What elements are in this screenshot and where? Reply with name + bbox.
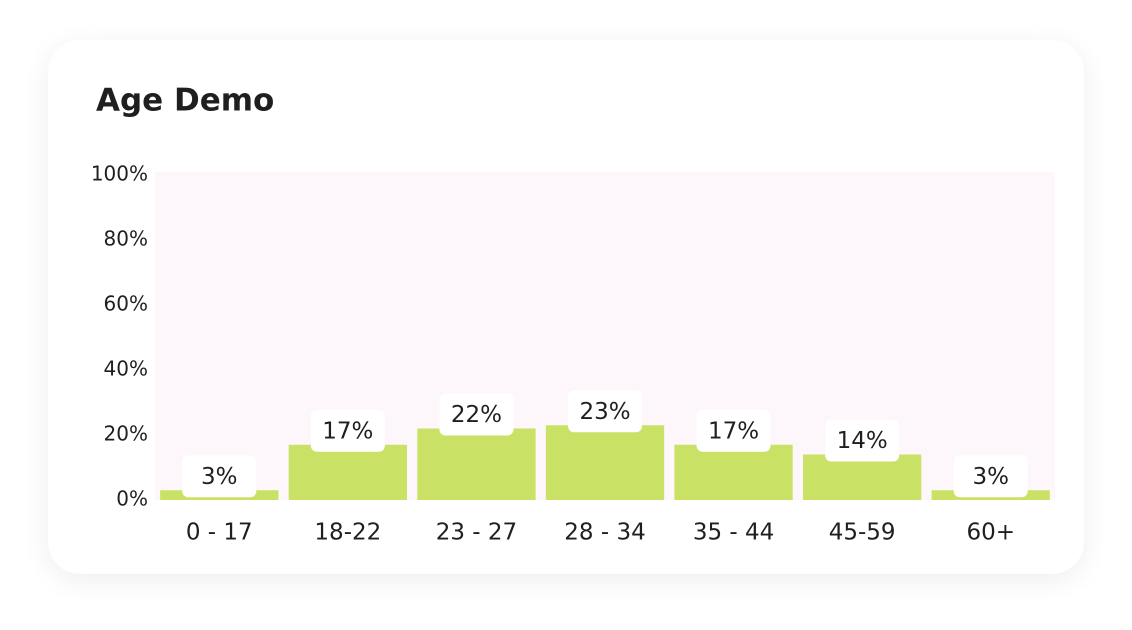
value-label-box [953,455,1028,498]
value-label-box [182,455,257,498]
value-label: 17% [322,418,373,444]
x-tick-label: 23 - 27 [436,520,517,546]
y-tick-label: 60% [104,292,148,316]
x-tick-label: 45-59 [829,520,896,546]
y-tick-label: 20% [104,422,148,446]
value-label: 17% [708,418,759,444]
x-tick-label: 28 - 34 [564,520,645,546]
y-tick-label: 0% [116,487,148,511]
y-tick-label: 80% [104,227,148,251]
y-tick-label: 40% [104,357,148,381]
value-label: 3% [972,464,1009,490]
x-tick-label: 60+ [966,520,1015,546]
value-label-box [696,409,771,452]
value-label: 23% [579,399,630,425]
chart-title: Age Demo [96,83,274,119]
y-tick-label: 100% [91,162,148,186]
value-label-box [439,393,514,436]
bar [288,444,407,500]
bar [803,454,922,500]
bar [417,428,536,500]
bar [674,444,793,500]
bar [545,425,665,500]
value-label: 22% [451,402,502,428]
x-tick-label: 35 - 44 [693,520,774,546]
value-label: 14% [837,428,888,454]
x-tick-label: 18-22 [314,520,381,546]
value-label-box [568,390,642,433]
value-label-box [825,419,900,462]
x-tick-label: 0 - 17 [186,520,253,546]
value-label-box [310,409,385,452]
value-label: 3% [201,464,238,490]
